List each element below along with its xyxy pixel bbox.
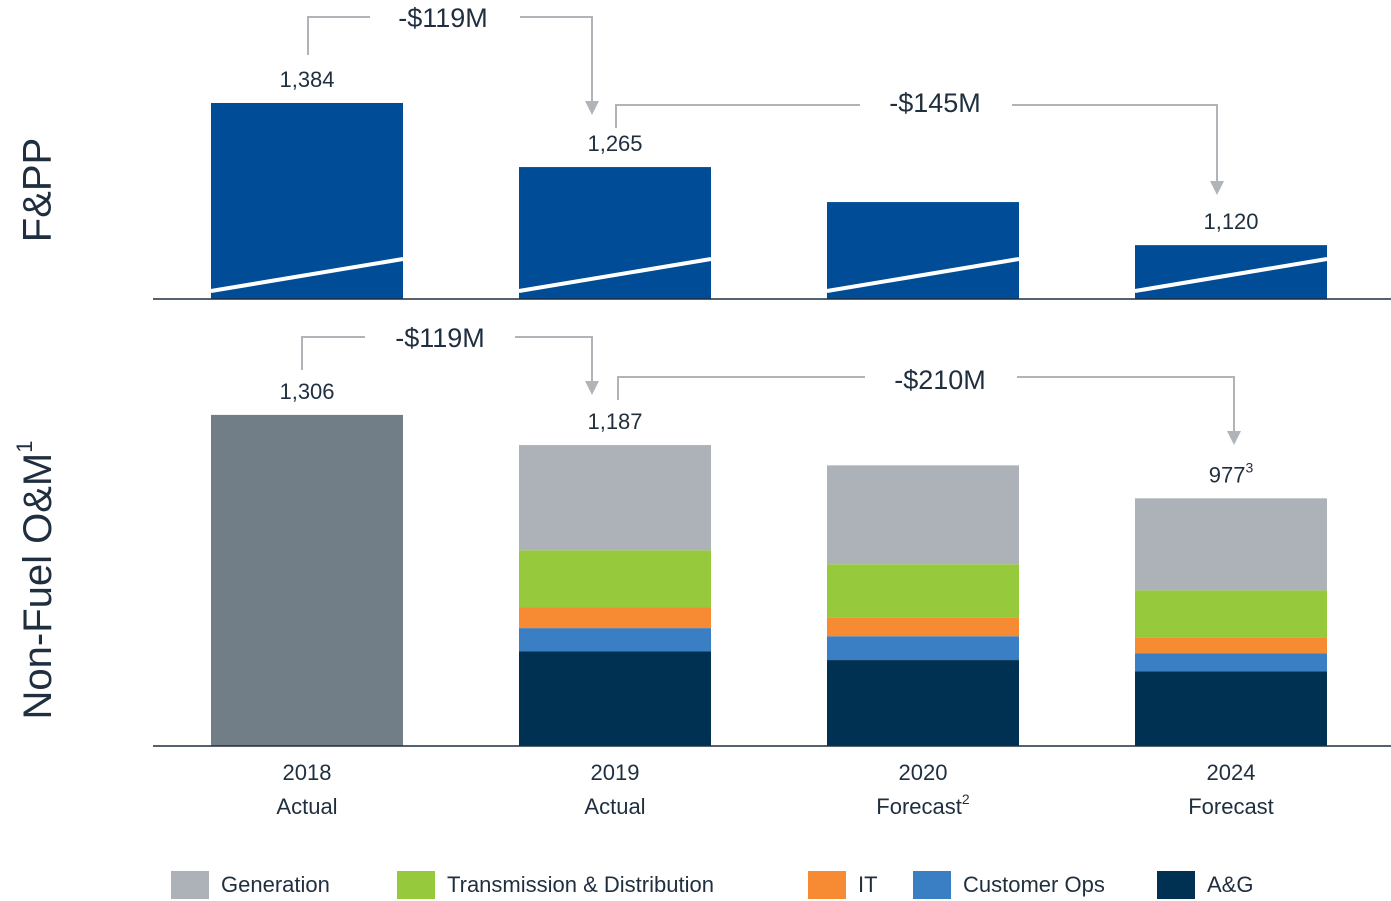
data-label-text: 1,187	[587, 409, 642, 434]
legend-label: Generation	[221, 872, 330, 897]
x-tick-sublabel: Actual	[584, 794, 645, 819]
data-label: 1,187	[587, 409, 642, 434]
annotation: -$119M	[398, 3, 488, 33]
bar-segment	[519, 628, 711, 652]
data-label: 1,384	[279, 67, 334, 92]
bar	[827, 202, 1019, 299]
x-tick-label: 2018	[283, 760, 332, 785]
bar	[1135, 245, 1327, 299]
bar-segment	[519, 550, 711, 608]
y-axis-label: F&PP	[16, 138, 60, 242]
x-tick-label: 2024	[1207, 760, 1256, 785]
annotation-line	[307, 16, 370, 55]
legend-label: Customer Ops	[963, 872, 1105, 897]
data-label: 1,306	[279, 379, 334, 404]
bar-segment	[1135, 671, 1327, 746]
annotation: -$119M	[395, 323, 485, 353]
x-tick-label: 2020	[899, 760, 948, 785]
annotation-line	[615, 104, 860, 128]
data-label: 1,265	[587, 131, 642, 156]
footnote-marker: 3	[1245, 459, 1253, 475]
annotation-arrow	[585, 101, 599, 115]
x-tick-sublabel-text: Forecast	[876, 794, 962, 819]
legend-swatch	[397, 871, 435, 899]
data-label: 9773	[1209, 459, 1254, 487]
bar-segment	[827, 564, 1019, 618]
x-tick-label: 2019	[591, 760, 640, 785]
x-tick-sublabel-text: Actual	[584, 794, 645, 819]
bar-segment	[827, 636, 1019, 661]
axis-break	[518, 257, 712, 293]
footnote-marker: 1	[12, 441, 37, 453]
data-label-text: 1,306	[279, 379, 334, 404]
bar-segment	[827, 617, 1019, 637]
annotation-line	[1012, 104, 1218, 181]
annotation: -$210M	[894, 365, 986, 395]
x-tick-sublabel: Forecast2	[876, 791, 970, 819]
legend-label: Transmission & Distribution	[447, 872, 714, 897]
axis-break	[1134, 257, 1328, 293]
annotation-line	[617, 376, 865, 400]
bar	[211, 414, 403, 746]
bar-segment	[519, 607, 711, 629]
x-tick-sublabel: Actual	[276, 794, 337, 819]
axis-break	[210, 257, 404, 293]
data-label-text: 977	[1209, 462, 1246, 487]
annotation-line	[1017, 376, 1235, 431]
legend-label: A&G	[1207, 872, 1253, 897]
bar-segment	[519, 651, 711, 746]
legend-label: IT	[858, 872, 878, 897]
data-label: 1,120	[1203, 209, 1258, 234]
annotation: -$145M	[889, 88, 981, 118]
bar-segment	[827, 660, 1019, 746]
x-tick-sublabel-text: Actual	[276, 794, 337, 819]
bar-segment	[1135, 590, 1327, 638]
legend-swatch	[913, 871, 951, 899]
annotation-arrow	[1227, 431, 1241, 445]
annotation-arrow	[1210, 181, 1224, 195]
annotation-line	[520, 16, 593, 101]
y-axis-label: Non-Fuel O&M1	[12, 441, 60, 720]
bar-segment	[1135, 653, 1327, 672]
annotation-arrow	[585, 381, 599, 395]
bar-segment	[1135, 637, 1327, 654]
legend-swatch	[1157, 871, 1195, 899]
annotation-line	[515, 336, 593, 381]
bar	[519, 167, 711, 299]
legend-swatch	[171, 871, 209, 899]
footnote-marker: 2	[962, 791, 970, 807]
bar	[211, 102, 403, 300]
y-axis-label-text: Non-Fuel O&M	[16, 453, 60, 720]
bar-segment	[827, 465, 1019, 565]
bar-segment	[1135, 498, 1327, 591]
axis-break	[826, 257, 1020, 293]
x-tick-sublabel-text: Forecast	[1188, 794, 1274, 819]
bar-segment	[519, 445, 711, 551]
legend-swatch	[808, 871, 846, 899]
x-tick-sublabel: Forecast	[1188, 794, 1274, 819]
annotation-line	[301, 336, 365, 370]
